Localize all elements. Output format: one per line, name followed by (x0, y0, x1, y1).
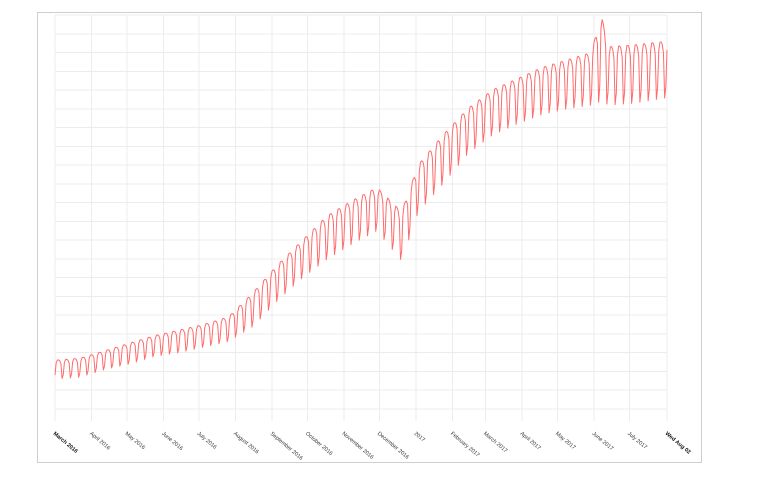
x-tick-label: July 2016 (196, 431, 218, 451)
x-tick-label: April 2017 (519, 431, 542, 452)
line-chart: March 2016 April 2016 May 2016 June 2016 Jul… (52, 14, 692, 462)
series-line (54, 19, 668, 379)
x-tick-label: April 2016 (88, 431, 111, 452)
x-tick-label: May 2016 (124, 431, 146, 451)
x-tick-label: May 2017 (554, 431, 576, 451)
x-tick-label: June 2017 (591, 431, 615, 452)
x-tick-label: 2017 (413, 431, 426, 443)
x-tick-label: July 2017 (626, 431, 648, 451)
x-tick-label: November 2016 (341, 431, 375, 461)
x-tick-label: October 2016 (304, 431, 333, 457)
x-tick-label: March 2017 (482, 431, 508, 454)
x-tick-label: September 2016 (269, 431, 304, 462)
x-tick-label: August 2016 (232, 431, 260, 455)
horizontal-grid (55, 14, 667, 410)
x-tick-label: Wed Aug 02 (664, 431, 692, 456)
chart-frame: March 2016 April 2016 May 2016 June 2016 Jul… (37, 12, 702, 463)
series-group (54, 19, 668, 379)
x-tick-label: June 2016 (160, 431, 184, 452)
x-tick-label: March 2016 (52, 431, 79, 455)
x-tick-label: February 2017 (449, 431, 480, 459)
x-axis-tick-labels: March 2016 April 2016 May 2016 June 2016 Jul… (52, 431, 692, 462)
x-tick-label: December 2016 (376, 431, 410, 461)
vertical-grid (54, 15, 668, 421)
